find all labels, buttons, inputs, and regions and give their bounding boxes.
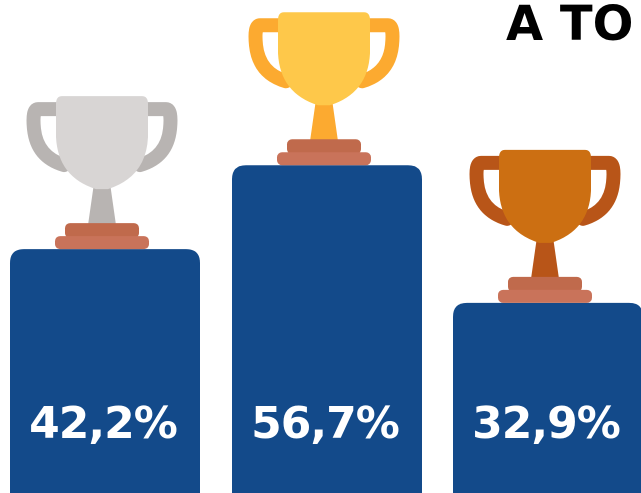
bar [10, 249, 200, 493]
value-label: 56,7% [251, 398, 399, 449]
trophy-handle [26, 102, 71, 173]
trophy-cup [499, 149, 591, 243]
trophy-base [277, 152, 371, 166]
trophy-plate [287, 139, 361, 155]
trophy-cup [278, 12, 370, 106]
trophy-plate [65, 223, 139, 239]
value-label: 42,2% [29, 398, 177, 449]
trophy-handle [133, 102, 178, 173]
trophy-plate [508, 276, 582, 292]
trophy-stem [310, 99, 338, 142]
trophy-handle [248, 18, 293, 89]
trophy [248, 12, 400, 166]
value-label: 32,9% [472, 398, 620, 449]
trophy-handle [469, 155, 514, 226]
trophy-stem [88, 183, 116, 226]
trophy [469, 149, 621, 303]
trophy-base [55, 236, 149, 250]
trophy-handle [576, 155, 621, 226]
trophy-cup [56, 96, 148, 190]
trophy-handle [355, 18, 400, 89]
chart-title: A TO [506, 0, 633, 52]
trophy-base [498, 289, 592, 303]
trophy-stem [531, 236, 559, 279]
bar [232, 165, 422, 493]
trophy [26, 96, 178, 250]
bar [453, 302, 641, 493]
